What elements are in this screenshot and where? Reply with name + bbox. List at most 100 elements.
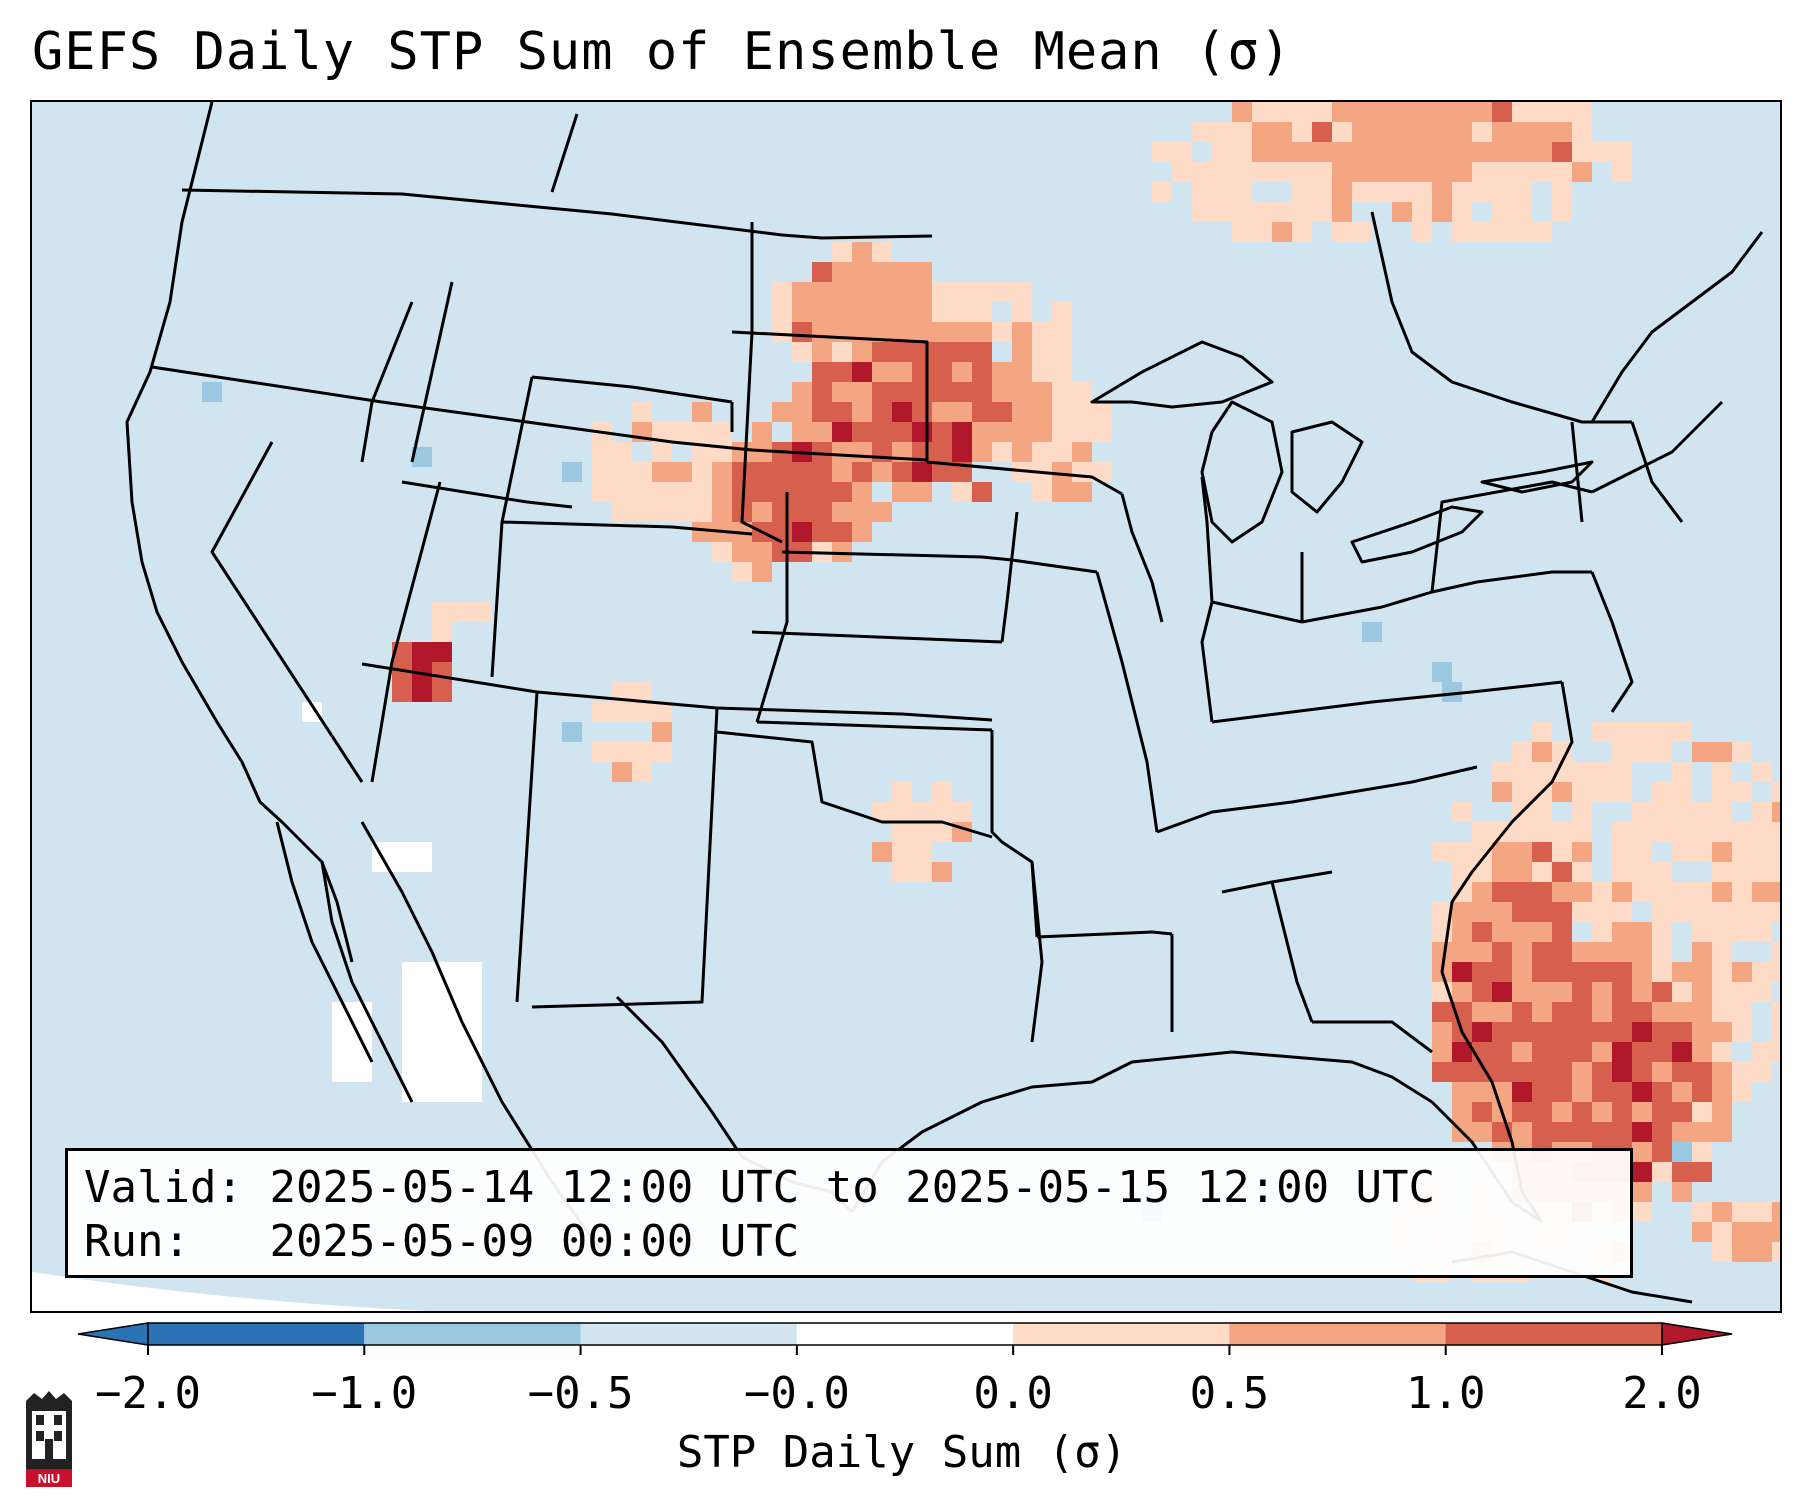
anomaly-pixel bbox=[432, 622, 452, 642]
anomaly-pixel bbox=[1512, 1002, 1532, 1022]
anomaly-pixel bbox=[832, 382, 852, 402]
anomaly-pixel bbox=[1472, 1082, 1492, 1102]
anomaly-pixel bbox=[1572, 1022, 1592, 1042]
anomaly-pixel bbox=[1472, 102, 1492, 122]
anomaly-pixel bbox=[912, 802, 932, 822]
anomaly-pixel bbox=[1712, 1202, 1732, 1222]
anomaly-pixel bbox=[1532, 882, 1552, 902]
colorbar-extend-low bbox=[77, 1322, 149, 1346]
anomaly-pixel bbox=[812, 522, 832, 542]
anomaly-pixel bbox=[1012, 342, 1032, 362]
anomaly-pixel bbox=[872, 382, 892, 402]
anomaly-pixel bbox=[1692, 1002, 1712, 1022]
anomaly-pixel bbox=[972, 442, 992, 462]
anomaly-pixel bbox=[852, 342, 872, 362]
colorbar-bin bbox=[580, 1323, 797, 1345]
anomaly-pixel bbox=[892, 802, 912, 822]
anomaly-pixel bbox=[1152, 182, 1172, 202]
anomaly-pixel bbox=[1312, 202, 1332, 222]
anomaly-pixel bbox=[1352, 102, 1372, 122]
anomaly-pixel bbox=[872, 502, 892, 522]
anomaly-pixel bbox=[1432, 122, 1452, 142]
anomaly-pixel bbox=[1652, 942, 1672, 962]
anomaly-pixel bbox=[852, 362, 872, 382]
anomaly-pixel bbox=[1772, 782, 1780, 802]
anomaly-pixel bbox=[1512, 1082, 1532, 1102]
anomaly-pixel bbox=[1472, 182, 1492, 202]
niu-tower-icon: NIU bbox=[26, 1391, 72, 1487]
map-panel[interactable] bbox=[30, 100, 1782, 1313]
anomaly-pixel bbox=[1012, 442, 1032, 462]
anomaly-pixel bbox=[1632, 1202, 1652, 1222]
anomaly-pixel bbox=[1692, 962, 1712, 982]
anomaly-pixel bbox=[612, 482, 632, 502]
anomaly-pixel bbox=[1512, 742, 1532, 762]
anomaly-pixel bbox=[1492, 142, 1512, 162]
anomaly-pixel bbox=[972, 282, 992, 302]
anomaly-pixel bbox=[1772, 802, 1780, 822]
anomaly-pixel bbox=[952, 402, 972, 422]
anomaly-pixel bbox=[1732, 1222, 1752, 1242]
anomaly-pixel bbox=[1052, 402, 1072, 422]
anomaly-pixel bbox=[1192, 122, 1212, 142]
anomaly-pixel bbox=[1532, 742, 1552, 762]
anomaly-pixel bbox=[1712, 782, 1732, 802]
anomaly-pixel bbox=[1592, 142, 1612, 162]
anomaly-pixel bbox=[1432, 1002, 1452, 1022]
anomaly-pixel bbox=[772, 402, 792, 422]
anomaly-pixel bbox=[932, 362, 952, 382]
anomaly-pixel bbox=[1472, 1062, 1492, 1082]
anomaly-pixel bbox=[1552, 1062, 1572, 1082]
anomaly-pixel bbox=[872, 842, 892, 862]
anomaly-pixel bbox=[1652, 782, 1672, 802]
anomaly-pixel bbox=[952, 442, 972, 462]
anomaly-pixel bbox=[1672, 962, 1692, 982]
anomaly-pixel bbox=[1712, 822, 1732, 842]
anomaly-pixel bbox=[1552, 762, 1572, 782]
anomaly-pixel bbox=[1692, 822, 1712, 842]
anomaly-pixel bbox=[1452, 1042, 1472, 1062]
anomaly-pixel bbox=[1012, 362, 1032, 382]
anomaly-pixel bbox=[1212, 202, 1232, 222]
anomaly-pixel bbox=[952, 482, 972, 502]
anomaly-pixel bbox=[892, 822, 912, 842]
colorbar-tick-label: −0.5 bbox=[527, 1368, 634, 1419]
map-title: GEFS Daily STP Sum of Ensemble Mean (σ) bbox=[32, 22, 1292, 82]
anomaly-pixel bbox=[412, 682, 432, 702]
anomaly-pixel bbox=[1492, 962, 1512, 982]
anomaly-pixel bbox=[1572, 162, 1592, 182]
anomaly-pixel bbox=[892, 842, 912, 862]
anomaly-pixel bbox=[692, 522, 712, 542]
anomaly-pixel bbox=[1672, 882, 1692, 902]
anomaly-pixel bbox=[972, 402, 992, 422]
anomaly-pixel bbox=[1672, 1142, 1692, 1162]
anomaly-pixel bbox=[412, 447, 432, 467]
anomaly-pixel bbox=[1532, 982, 1552, 1002]
anomaly-pixel bbox=[1592, 902, 1612, 922]
anomaly-pixel bbox=[1652, 922, 1672, 942]
anomaly-pixel bbox=[752, 562, 772, 582]
anomaly-pixel bbox=[1512, 782, 1532, 802]
anomaly-pixel bbox=[1672, 1182, 1692, 1202]
anomaly-pixel bbox=[1092, 422, 1112, 442]
anomaly-pixel bbox=[932, 782, 952, 802]
anomaly-pixel bbox=[1292, 142, 1312, 162]
anomaly-pixel bbox=[892, 262, 912, 282]
anomaly-pixel bbox=[1372, 102, 1392, 122]
anomaly-pixel bbox=[1352, 142, 1372, 162]
anomaly-pixel bbox=[1612, 1022, 1632, 1042]
anomaly-pixel bbox=[1752, 1202, 1772, 1222]
anomaly-pixel bbox=[1712, 1062, 1732, 1082]
anomaly-pixel bbox=[1292, 162, 1312, 182]
anomaly-pixel bbox=[1272, 102, 1292, 122]
anomaly-pixel bbox=[1772, 822, 1780, 842]
anomaly-pixel bbox=[1552, 882, 1572, 902]
anomaly-pixel bbox=[1772, 862, 1780, 882]
anomaly-pixel bbox=[612, 502, 632, 522]
anomaly-pixel bbox=[912, 262, 932, 282]
anomaly-pixel bbox=[1492, 922, 1512, 942]
anomaly-pixel bbox=[932, 802, 952, 822]
anomaly-pixel bbox=[692, 502, 712, 522]
anomaly-pixel bbox=[1532, 162, 1552, 182]
anomaly-pixel bbox=[852, 462, 872, 482]
